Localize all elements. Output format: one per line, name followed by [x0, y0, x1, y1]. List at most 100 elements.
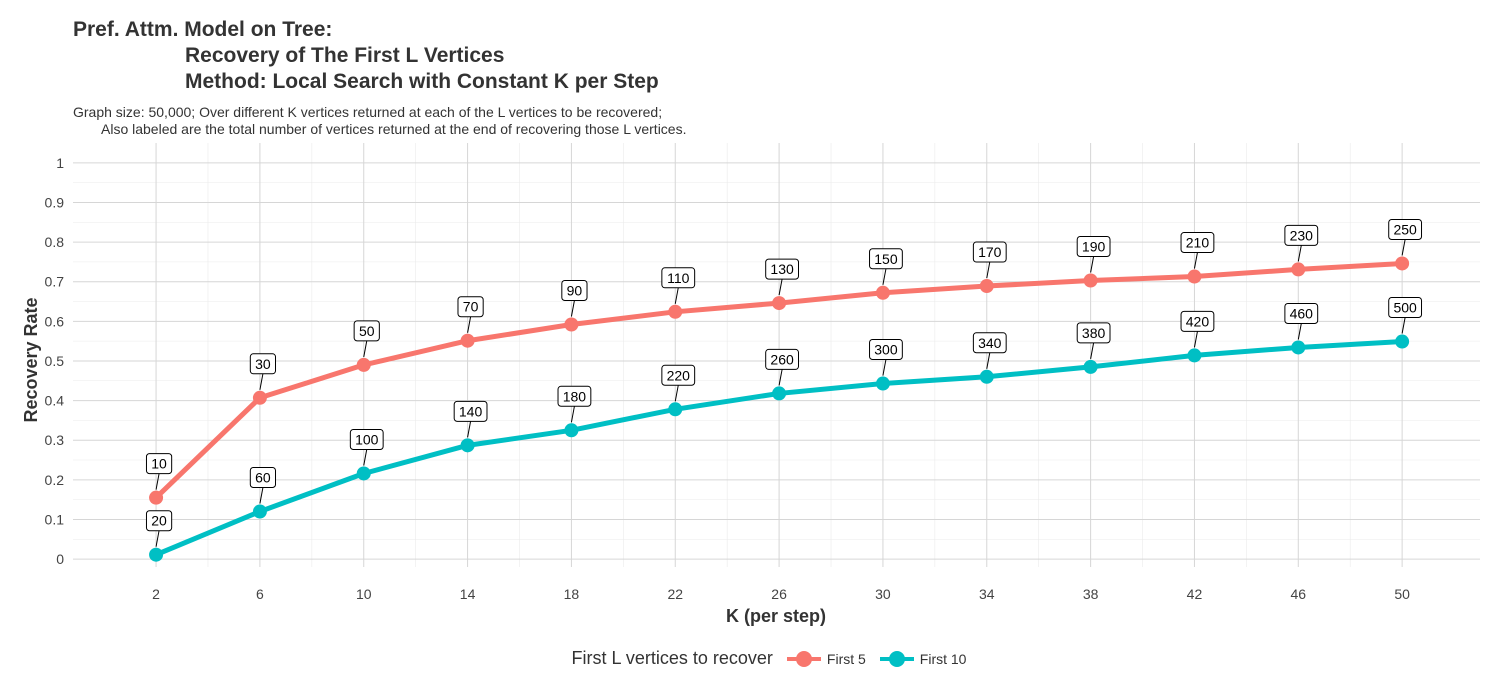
- label-leader-line: [674, 287, 679, 304]
- data-label: 300: [869, 339, 903, 376]
- data-point: [979, 279, 994, 294]
- label-leader-line: [882, 359, 887, 376]
- y-tick-label: 0.8: [45, 234, 65, 250]
- y-tick-label: 1: [56, 155, 64, 171]
- legend-key-first-10: [879, 649, 914, 669]
- data-label: 110: [661, 267, 696, 304]
- data-label: 260: [765, 348, 799, 386]
- data-label-text: 260: [770, 351, 794, 367]
- data-point: [356, 466, 371, 481]
- data-point: [460, 333, 475, 348]
- label-leader-line: [674, 385, 679, 402]
- data-point: [1083, 273, 1098, 288]
- data-label: 150: [869, 248, 903, 285]
- y-tick-label: 0.4: [45, 393, 65, 409]
- data-label-text: 230: [1290, 227, 1314, 243]
- data-point: [356, 357, 371, 372]
- data-point: [979, 369, 994, 384]
- label-box: [1284, 224, 1319, 246]
- y-tick-label: 0.9: [45, 194, 65, 210]
- label-leader-line: [986, 352, 991, 369]
- data-point: [1395, 334, 1410, 349]
- label-leader-line: [1297, 245, 1302, 262]
- y-axis-ticks: 0 0.1 0.2 0.3 0.4 0.5 0.6 0.7 0.8 0.9 1: [45, 155, 65, 567]
- data-label-text: 500: [1393, 300, 1417, 316]
- data-label-text: 140: [459, 403, 483, 419]
- label-box: [1284, 302, 1319, 324]
- legend-title: First L vertices to recover: [571, 648, 773, 668]
- data-label-text: 30: [255, 356, 271, 372]
- data-point: [564, 423, 579, 438]
- label-leader-line: [1297, 323, 1302, 340]
- data-label: 20: [145, 510, 173, 547]
- data-label: 100: [349, 428, 384, 466]
- legend-item-first-5: First 5: [786, 649, 866, 669]
- label-leader-line: [1193, 331, 1198, 348]
- label-box: [249, 467, 277, 489]
- x-tick-label: 50: [1394, 586, 1410, 602]
- label-leader-line: [1090, 342, 1095, 359]
- label-leader-line: [1401, 239, 1406, 256]
- data-label-text: 20: [151, 513, 167, 529]
- label-leader-line: [570, 300, 575, 317]
- data-point: [1291, 262, 1306, 277]
- data-label: 170: [972, 241, 1007, 279]
- label-box: [972, 332, 1007, 354]
- data-label-text: 190: [1082, 239, 1106, 255]
- x-tick-label: 18: [564, 586, 580, 602]
- data-point: [564, 317, 579, 332]
- legend-label-first-10: First 10: [919, 650, 967, 667]
- data-label: 500: [1388, 297, 1423, 334]
- label-box: [661, 267, 696, 289]
- label-box: [1076, 236, 1111, 258]
- label-leader-line: [778, 278, 783, 296]
- x-axis-label: K (per step): [726, 606, 826, 626]
- label-box: [661, 364, 696, 386]
- data-label-text: 110: [667, 270, 690, 286]
- legend-key-first-5: [786, 649, 821, 669]
- data-label: 380: [1076, 322, 1111, 359]
- data-point: [1395, 256, 1410, 271]
- data-label-text: 150: [874, 251, 898, 267]
- x-tick-label: 46: [1290, 586, 1306, 602]
- data-label-text: 250: [1393, 221, 1417, 237]
- label-box: [249, 353, 277, 375]
- label-leader-line: [467, 421, 472, 438]
- data-label-text: 100: [355, 431, 379, 447]
- label-box: [765, 258, 799, 280]
- data-label: 70: [457, 296, 484, 333]
- y-tick-label: 0.6: [45, 313, 65, 329]
- y-tick-label: 0.1: [45, 511, 65, 527]
- data-label: 10: [145, 453, 173, 490]
- data-point: [252, 390, 267, 405]
- data-label-text: 90: [567, 282, 583, 298]
- legend-label-first-5: First 5: [826, 650, 866, 667]
- data-label: 340: [972, 332, 1007, 369]
- legend-item-first-10: First 10: [879, 649, 967, 669]
- label-box: [145, 510, 173, 532]
- label-leader-line: [1193, 252, 1198, 269]
- chart-title-line-1: Pref. Attm. Model on Tree:: [73, 18, 333, 41]
- data-label-text: 420: [1186, 313, 1210, 329]
- data-point: [772, 296, 787, 311]
- data-point: [668, 304, 683, 319]
- label-box: [557, 385, 592, 407]
- data-label: 210: [1180, 232, 1215, 269]
- data-label: 60: [249, 467, 277, 504]
- label-box: [765, 348, 799, 370]
- data-label: 130: [765, 258, 799, 296]
- label-box: [1388, 218, 1423, 240]
- data-label: 420: [1180, 310, 1215, 348]
- data-point: [149, 547, 164, 562]
- data-label-text: 220: [667, 367, 691, 383]
- label-leader-line: [467, 316, 472, 333]
- chart-subtitle-line-2: Also labeled are the total number of ver…: [101, 121, 687, 137]
- data-label: 50: [353, 320, 380, 357]
- data-label: 460: [1284, 302, 1319, 340]
- x-tick-label: 38: [1083, 586, 1099, 602]
- data-point: [875, 376, 890, 391]
- x-axis-ticks: 2 6 10 14 18 22 26 30 34 38 42 46 50: [152, 586, 1410, 602]
- label-leader-line: [155, 530, 160, 547]
- data-point: [772, 386, 787, 401]
- data-labels-layer: 10 30 50 70 90 110 130 150 170 190 210 230 250 20 60 10…: [145, 218, 1423, 547]
